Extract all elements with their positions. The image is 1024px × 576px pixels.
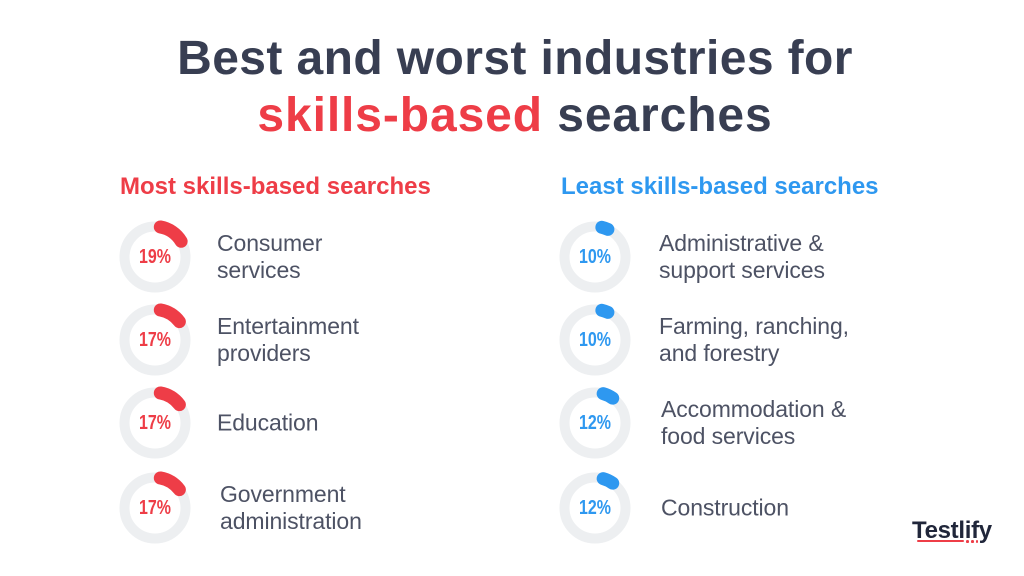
svg-text:17%: 17%: [139, 412, 171, 434]
svg-text:12%: 12%: [579, 497, 611, 519]
svg-text:10%: 10%: [579, 246, 611, 268]
svg-text:19%: 19%: [139, 246, 171, 268]
svg-text:17%: 17%: [139, 497, 171, 519]
svg-text:12%: 12%: [579, 412, 611, 434]
svg-text:10%: 10%: [579, 329, 611, 351]
svg-text:17%: 17%: [139, 329, 171, 351]
